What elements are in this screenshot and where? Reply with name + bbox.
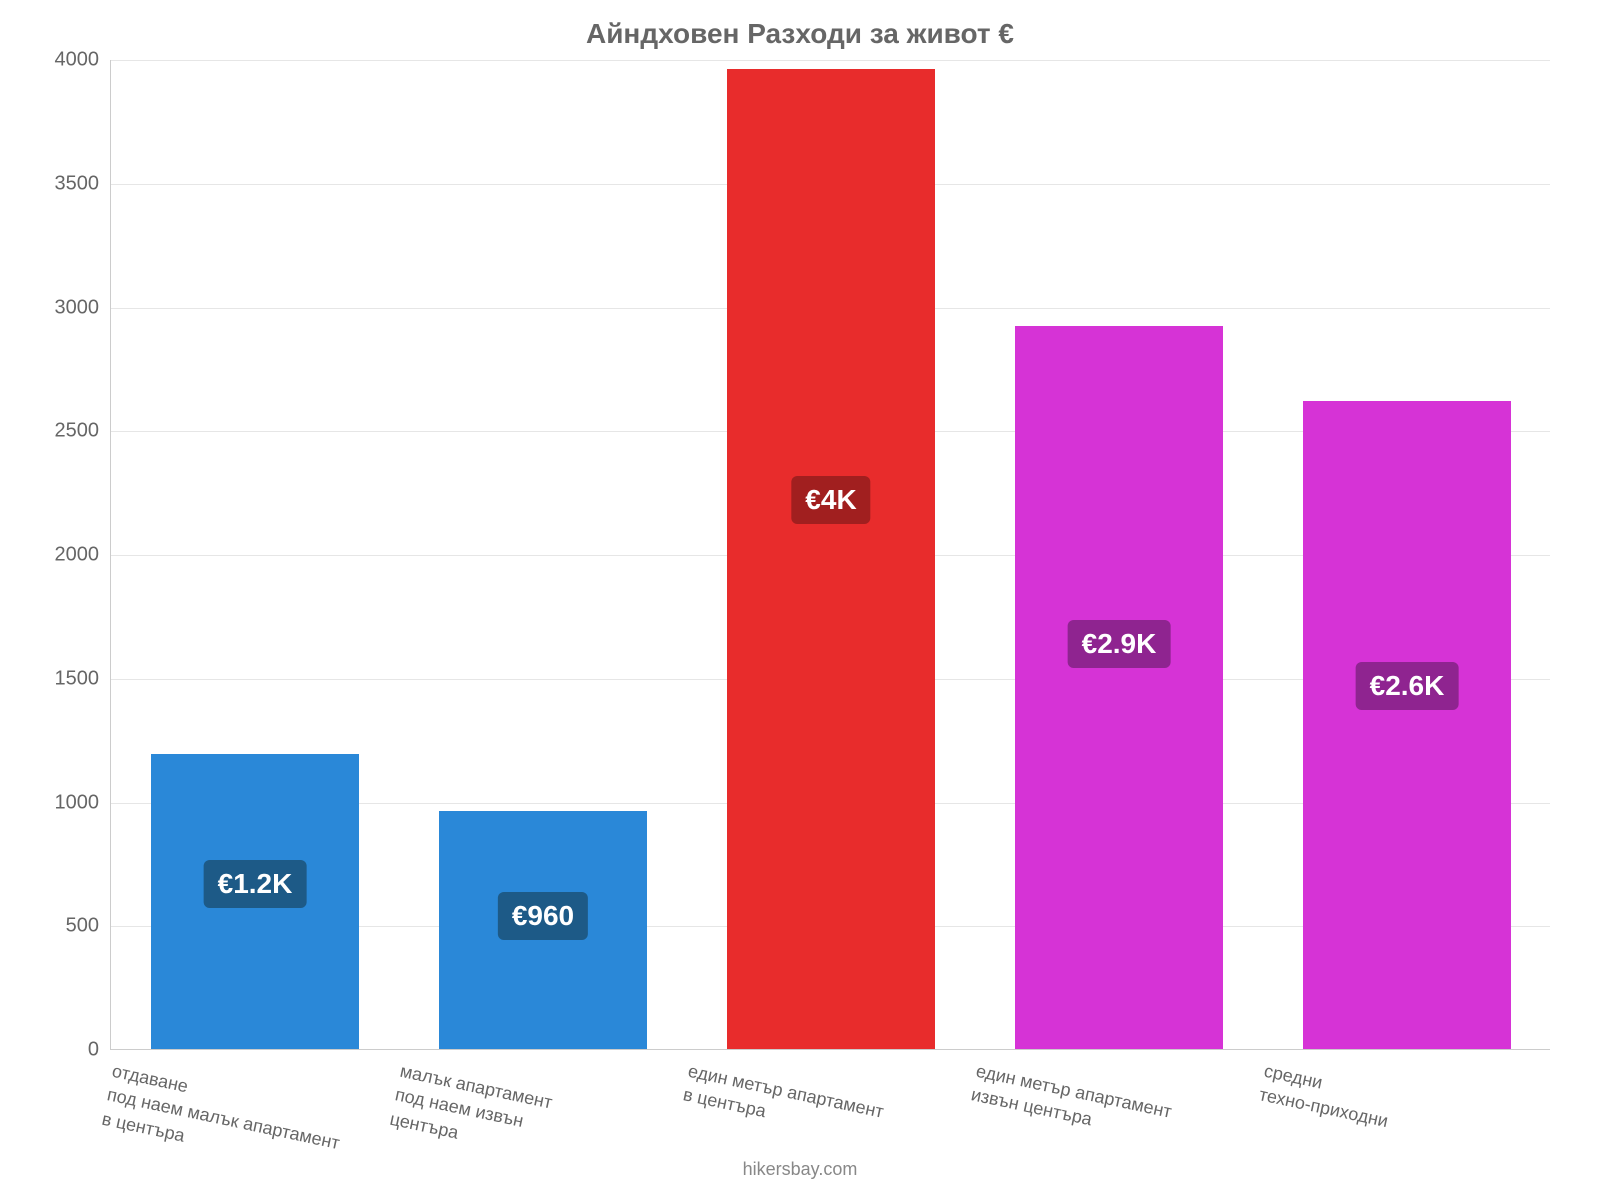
bar-value-label: €2.6K — [1356, 662, 1459, 710]
bar-value-label: €1.2K — [204, 860, 307, 908]
grid-line — [111, 60, 1550, 61]
y-tick-label: 500 — [66, 915, 111, 938]
x-tick-label: малък апартамент под наем извън центъра — [388, 1049, 557, 1162]
bar: €4K — [727, 69, 934, 1049]
x-tick-label: един метър апартамент извън центъра — [969, 1049, 1176, 1148]
y-tick-label: 1500 — [55, 667, 112, 690]
y-tick-label: 3000 — [55, 296, 112, 319]
y-tick-label: 1000 — [55, 791, 112, 814]
y-tick-label: 4000 — [55, 49, 112, 72]
bar-value-label: €960 — [498, 892, 588, 940]
chart-container: Айндховен Разходи за живот € 05001000150… — [0, 0, 1600, 1200]
bar: €1.2K — [151, 754, 358, 1049]
bar: €960 — [439, 811, 646, 1049]
y-tick-label: 3500 — [55, 172, 112, 195]
x-tick-label: един метър апартамент в центъра — [681, 1049, 888, 1148]
bar-value-label: €4K — [791, 476, 870, 524]
bar: €2.6K — [1303, 401, 1510, 1049]
plot-area: 05001000150020002500300035004000€1.2Kотд… — [110, 60, 1550, 1050]
y-tick-label: 0 — [88, 1039, 111, 1062]
bar-value-label: €2.9K — [1068, 620, 1171, 668]
y-tick-label: 2500 — [55, 420, 112, 443]
bar: €2.9K — [1015, 326, 1222, 1049]
attribution-text: hikersbay.com — [0, 1159, 1600, 1180]
y-tick-label: 2000 — [55, 544, 112, 567]
x-tick-label: средни техно-приходни — [1257, 1049, 1398, 1134]
chart-title: Айндховен Разходи за живот € — [0, 18, 1600, 50]
